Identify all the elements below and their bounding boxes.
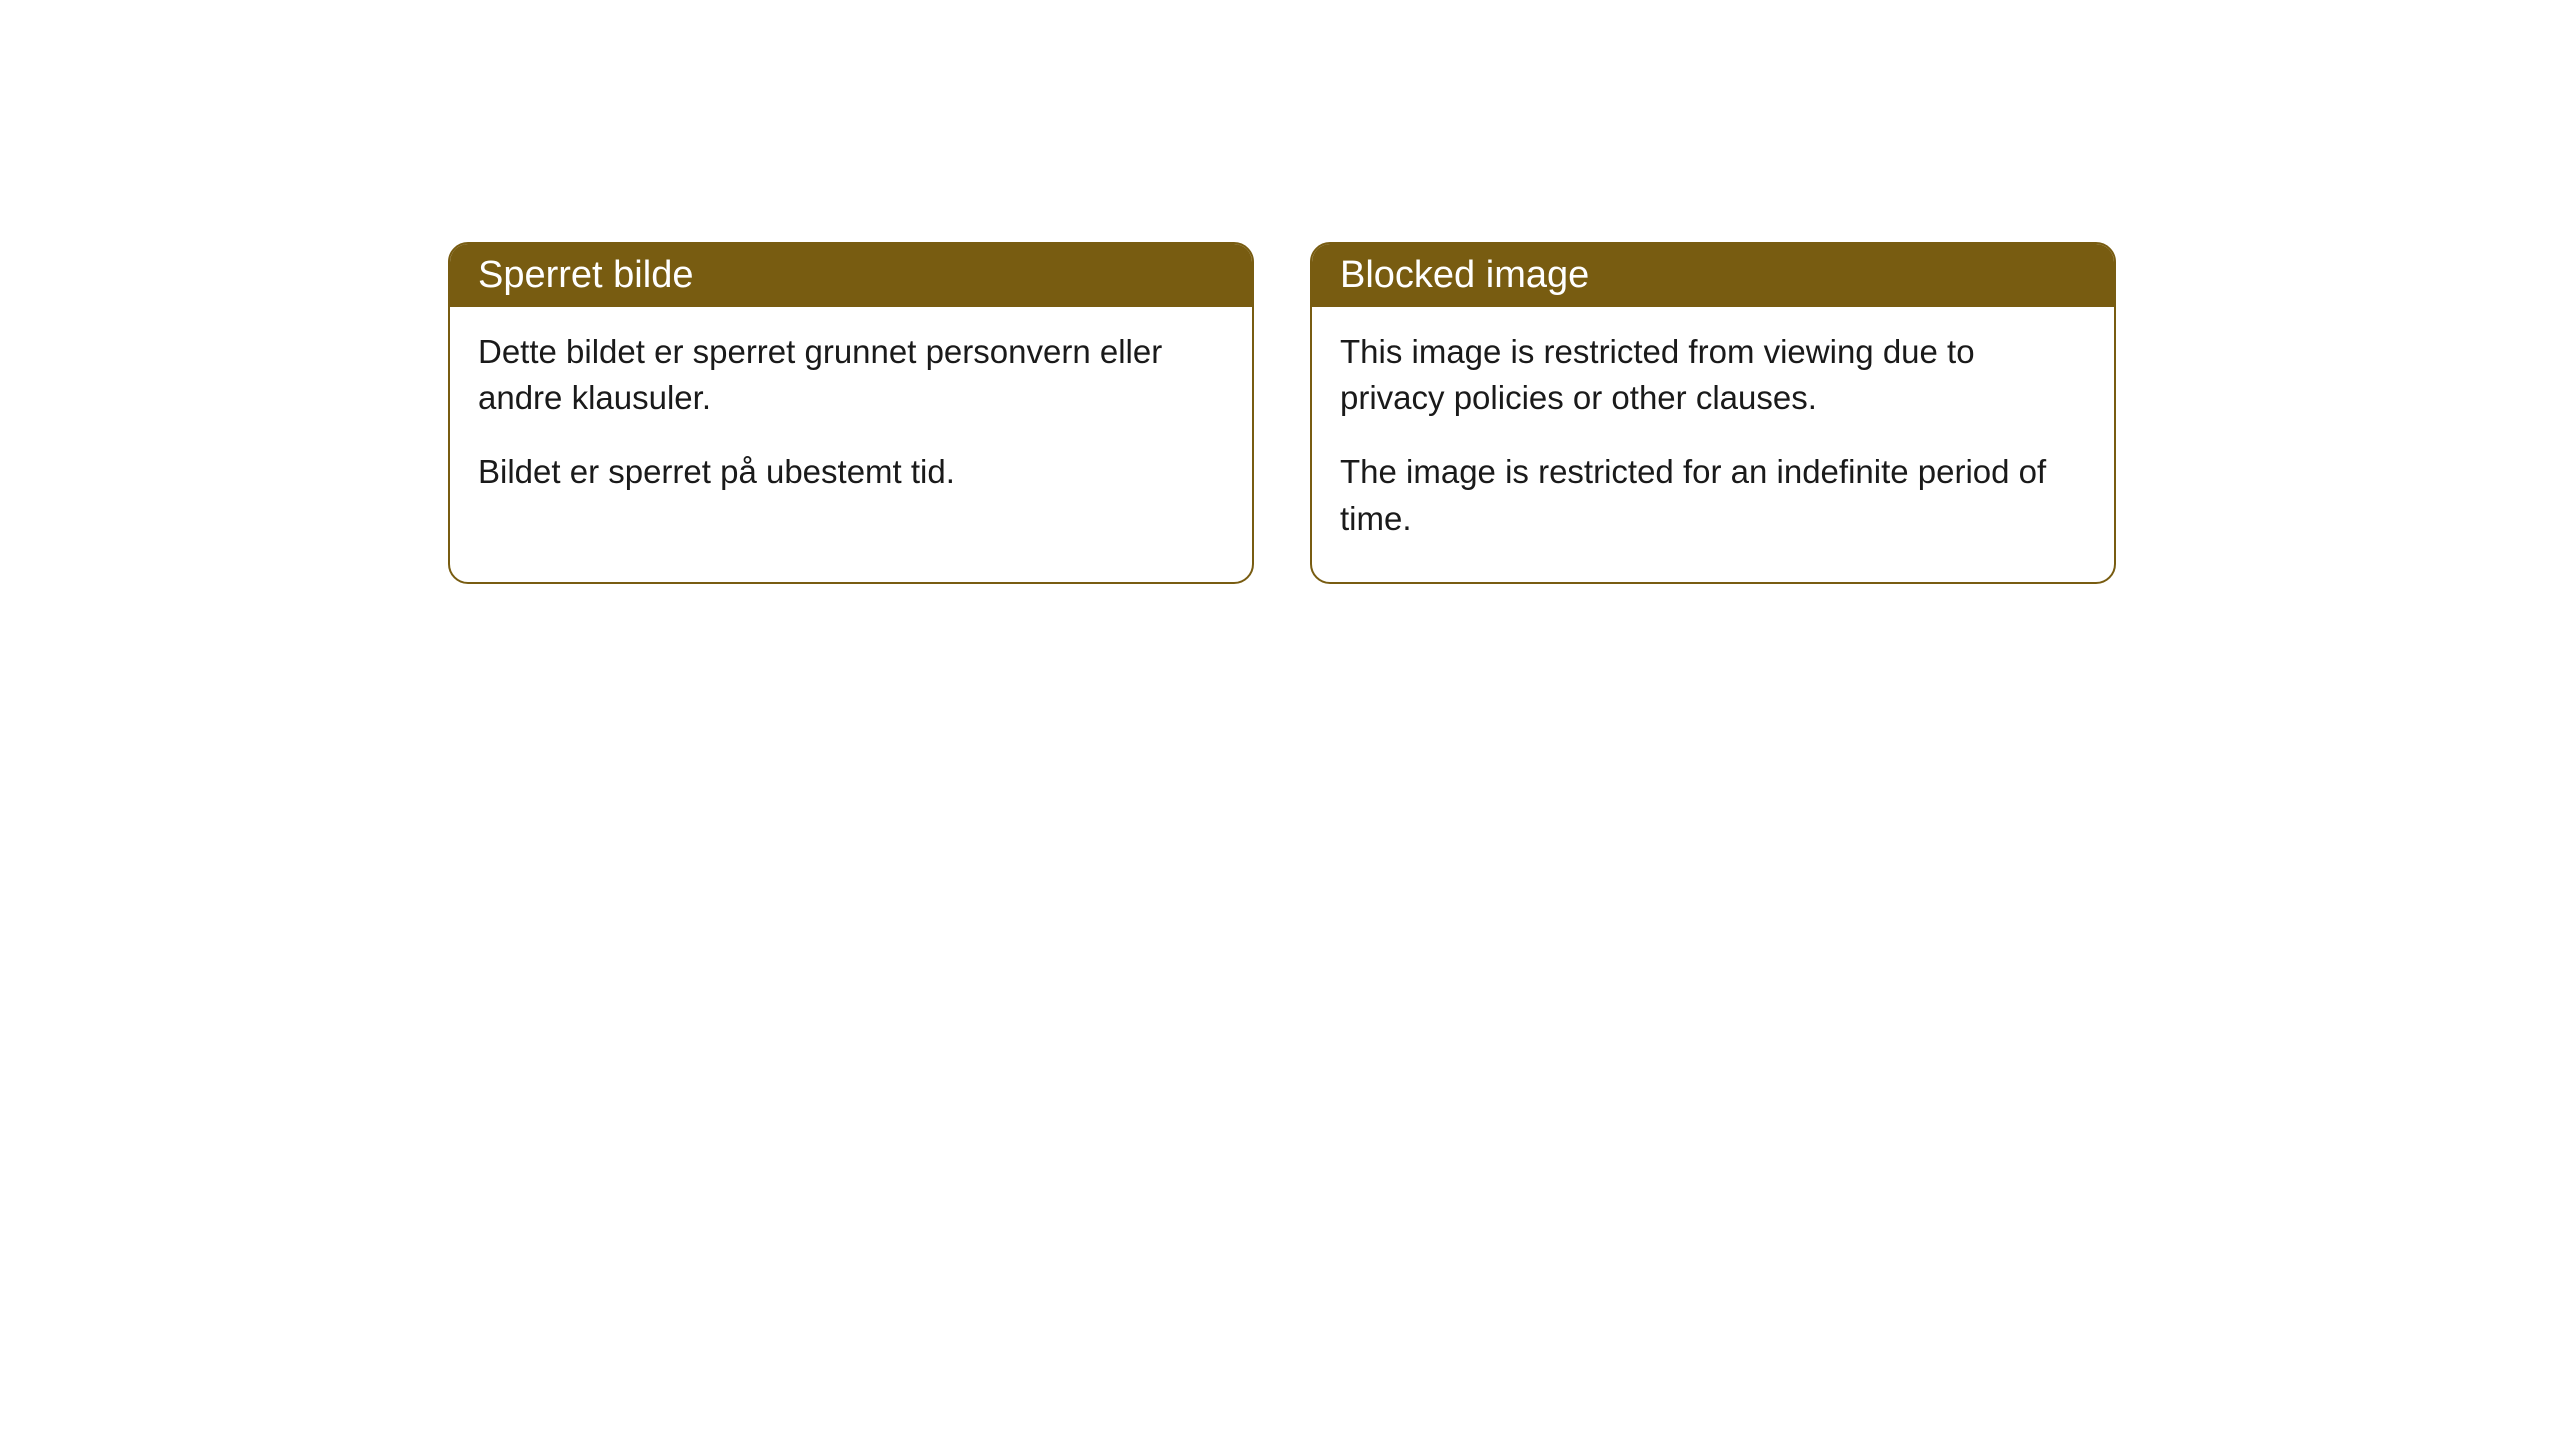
card-paragraph: The image is restricted for an indefinit… (1340, 449, 2086, 541)
card-body: This image is restricted from viewing du… (1312, 307, 2114, 582)
card-header: Blocked image (1312, 244, 2114, 307)
card-title: Sperret bilde (478, 254, 693, 296)
card-paragraph: Bildet er sperret på ubestemt tid. (478, 449, 1224, 495)
card-body: Dette bildet er sperret grunnet personve… (450, 307, 1252, 536)
card-header: Sperret bilde (450, 244, 1252, 307)
notice-card-english: Blocked image This image is restricted f… (1310, 242, 2116, 584)
card-paragraph: Dette bildet er sperret grunnet personve… (478, 329, 1224, 421)
card-paragraph: This image is restricted from viewing du… (1340, 329, 2086, 421)
notice-card-norwegian: Sperret bilde Dette bildet er sperret gr… (448, 242, 1254, 584)
notice-cards-container: Sperret bilde Dette bildet er sperret gr… (448, 242, 2116, 584)
card-title: Blocked image (1340, 254, 1589, 296)
